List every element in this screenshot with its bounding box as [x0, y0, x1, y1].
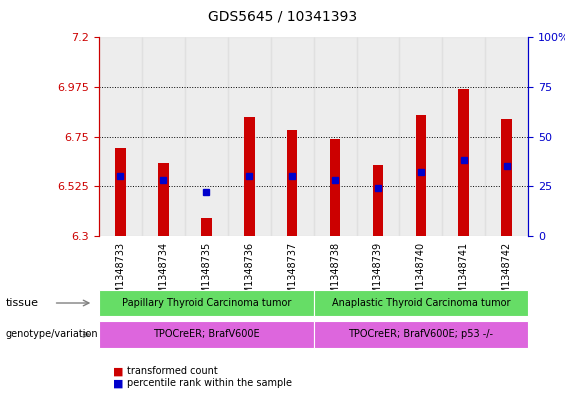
- Bar: [458, 89, 469, 236]
- Bar: [142, 37, 185, 236]
- Text: Papillary Thyroid Carcinoma tumor: Papillary Thyroid Carcinoma tumor: [121, 298, 291, 308]
- Bar: [501, 119, 512, 236]
- Text: tissue: tissue: [6, 298, 38, 308]
- Bar: [271, 37, 314, 236]
- Bar: [244, 117, 254, 236]
- Bar: [228, 37, 271, 236]
- Text: GDS5645 / 10341393: GDS5645 / 10341393: [208, 10, 357, 24]
- Bar: [99, 37, 142, 236]
- Text: transformed count: transformed count: [127, 366, 218, 376]
- Text: genotype/variation: genotype/variation: [6, 329, 98, 340]
- Bar: [286, 130, 297, 236]
- Text: TPOCreER; BrafV600E: TPOCreER; BrafV600E: [153, 329, 259, 340]
- Bar: [201, 218, 211, 236]
- Bar: [314, 37, 357, 236]
- Bar: [115, 148, 125, 236]
- Text: percentile rank within the sample: percentile rank within the sample: [127, 378, 292, 388]
- Text: ■: ■: [113, 366, 124, 376]
- Bar: [415, 114, 426, 236]
- Bar: [357, 37, 399, 236]
- Bar: [329, 139, 340, 236]
- Bar: [185, 37, 228, 236]
- Bar: [158, 163, 168, 236]
- Text: TPOCreER; BrafV600E; p53 -/-: TPOCreER; BrafV600E; p53 -/-: [349, 329, 493, 340]
- Text: ■: ■: [113, 378, 124, 388]
- Text: Anaplastic Thyroid Carcinoma tumor: Anaplastic Thyroid Carcinoma tumor: [332, 298, 510, 308]
- Bar: [485, 37, 528, 236]
- Bar: [372, 165, 383, 236]
- Bar: [399, 37, 442, 236]
- Bar: [442, 37, 485, 236]
